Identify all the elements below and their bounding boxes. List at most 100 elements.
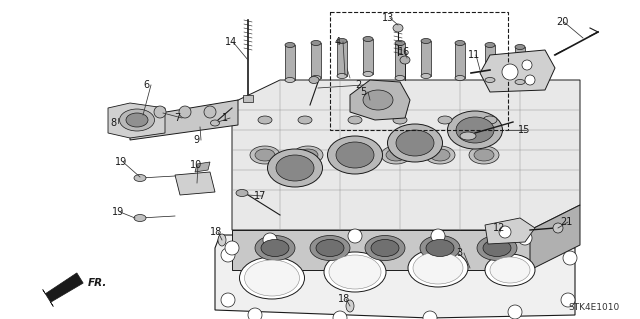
Text: 7: 7: [174, 113, 180, 123]
Polygon shape: [363, 39, 373, 74]
Ellipse shape: [134, 214, 146, 221]
Text: 12: 12: [493, 223, 506, 233]
Polygon shape: [232, 230, 530, 270]
Text: 14: 14: [225, 37, 237, 47]
Polygon shape: [285, 45, 295, 80]
Ellipse shape: [337, 73, 347, 78]
Ellipse shape: [363, 36, 373, 41]
Ellipse shape: [395, 41, 405, 46]
Text: 19: 19: [112, 207, 124, 217]
Polygon shape: [485, 218, 535, 244]
Circle shape: [263, 233, 277, 247]
Ellipse shape: [337, 39, 347, 43]
Text: 5: 5: [360, 87, 366, 97]
Circle shape: [525, 75, 535, 85]
Text: FR.: FR.: [88, 278, 108, 288]
Ellipse shape: [285, 42, 295, 48]
Ellipse shape: [393, 24, 403, 32]
Bar: [330, 12, 508, 130]
Ellipse shape: [483, 116, 497, 124]
Polygon shape: [175, 172, 215, 195]
Polygon shape: [232, 80, 580, 230]
Ellipse shape: [285, 78, 295, 83]
Circle shape: [179, 106, 191, 118]
Ellipse shape: [244, 260, 300, 296]
Ellipse shape: [421, 73, 431, 78]
Circle shape: [518, 231, 532, 245]
Text: 4: 4: [335, 37, 341, 47]
Ellipse shape: [211, 120, 220, 126]
Ellipse shape: [268, 149, 323, 187]
Ellipse shape: [258, 116, 272, 124]
Circle shape: [508, 305, 522, 319]
Ellipse shape: [477, 235, 517, 261]
Polygon shape: [130, 100, 238, 140]
Ellipse shape: [396, 130, 434, 156]
Text: 15: 15: [518, 125, 531, 135]
Ellipse shape: [485, 42, 495, 48]
Circle shape: [221, 293, 235, 307]
Ellipse shape: [298, 116, 312, 124]
Text: 16: 16: [398, 47, 410, 57]
Text: 6: 6: [143, 80, 149, 90]
Ellipse shape: [276, 155, 314, 181]
Circle shape: [522, 60, 532, 70]
Polygon shape: [108, 103, 165, 138]
Text: 8: 8: [110, 118, 116, 128]
Polygon shape: [215, 235, 575, 318]
Circle shape: [225, 241, 239, 255]
Polygon shape: [311, 43, 321, 78]
Text: 18: 18: [210, 227, 222, 237]
Circle shape: [348, 229, 362, 243]
Ellipse shape: [455, 76, 465, 80]
Polygon shape: [530, 205, 580, 270]
Text: 10: 10: [190, 160, 202, 170]
Circle shape: [423, 311, 437, 319]
Ellipse shape: [365, 235, 405, 261]
Ellipse shape: [348, 116, 362, 124]
Circle shape: [154, 106, 166, 118]
Ellipse shape: [515, 44, 525, 49]
Polygon shape: [480, 50, 555, 92]
Ellipse shape: [469, 146, 499, 164]
Ellipse shape: [120, 109, 154, 131]
Ellipse shape: [413, 252, 463, 284]
Ellipse shape: [447, 111, 502, 149]
Circle shape: [204, 106, 216, 118]
Ellipse shape: [329, 255, 381, 289]
Ellipse shape: [455, 41, 465, 46]
Polygon shape: [395, 43, 405, 78]
Ellipse shape: [386, 149, 406, 161]
Ellipse shape: [363, 71, 373, 77]
Ellipse shape: [218, 234, 226, 246]
Ellipse shape: [336, 142, 374, 168]
Circle shape: [248, 308, 262, 319]
Polygon shape: [43, 273, 83, 307]
Circle shape: [553, 223, 563, 233]
Ellipse shape: [255, 235, 295, 261]
Ellipse shape: [250, 146, 280, 164]
Ellipse shape: [408, 249, 468, 287]
Text: 9: 9: [193, 135, 199, 145]
Circle shape: [221, 248, 235, 262]
Polygon shape: [350, 80, 410, 120]
Ellipse shape: [430, 149, 450, 161]
Circle shape: [499, 226, 511, 238]
Ellipse shape: [134, 174, 146, 182]
Ellipse shape: [485, 254, 535, 286]
Text: 3: 3: [456, 248, 462, 258]
Ellipse shape: [421, 39, 431, 43]
Circle shape: [431, 229, 445, 243]
Ellipse shape: [395, 76, 405, 80]
Ellipse shape: [126, 113, 148, 127]
Ellipse shape: [342, 149, 362, 161]
Ellipse shape: [460, 132, 476, 140]
Circle shape: [561, 293, 575, 307]
Ellipse shape: [456, 117, 494, 143]
Polygon shape: [455, 43, 465, 78]
Text: 21: 21: [560, 217, 572, 227]
Ellipse shape: [311, 41, 321, 46]
Ellipse shape: [239, 257, 305, 299]
Text: STK4E1010: STK4E1010: [569, 303, 620, 313]
Text: 2: 2: [355, 80, 361, 90]
